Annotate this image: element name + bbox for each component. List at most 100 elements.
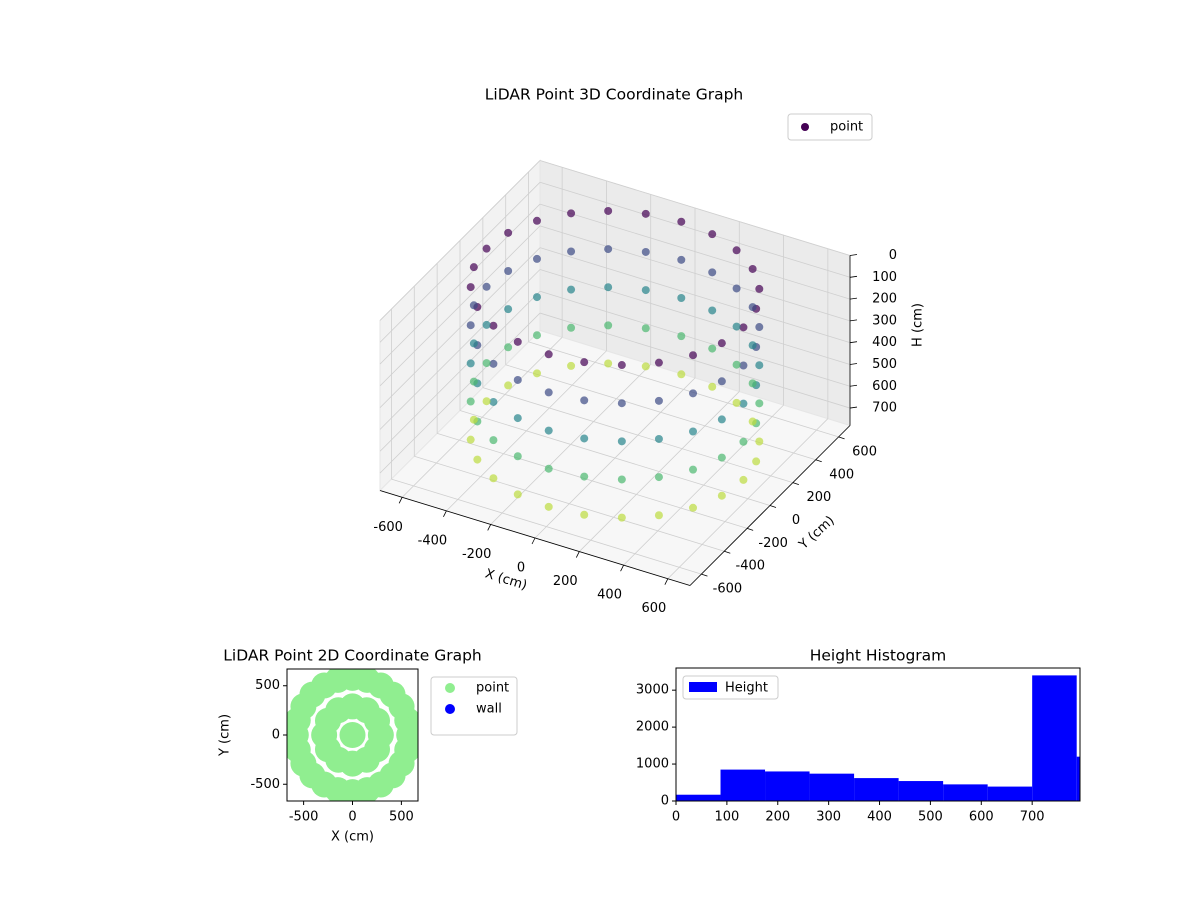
point <box>544 502 553 511</box>
tick-mark <box>531 537 536 545</box>
point <box>617 475 626 484</box>
point <box>604 321 613 330</box>
point <box>617 513 626 522</box>
x-tick-label: -200 <box>462 547 492 562</box>
z-tick-label: 300 <box>872 313 897 328</box>
grid-line <box>539 269 851 365</box>
point <box>482 282 491 291</box>
point <box>604 206 613 215</box>
grid-line <box>539 181 851 278</box>
bar <box>720 769 766 801</box>
point <box>708 344 717 353</box>
z-tick-label: 600 <box>872 379 897 394</box>
grid-line <box>379 269 541 430</box>
point <box>394 736 418 763</box>
y-tick-label: 0 <box>792 513 800 528</box>
bar <box>987 786 1033 801</box>
point <box>654 396 663 405</box>
legend-label: point <box>830 120 863 135</box>
point <box>489 321 498 330</box>
point <box>604 245 613 254</box>
point <box>677 332 686 341</box>
grid-line <box>539 290 851 387</box>
y-tick-label: -500 <box>250 777 280 792</box>
point <box>469 301 478 310</box>
point <box>755 399 764 408</box>
point <box>708 268 717 277</box>
tick-mark <box>849 384 858 387</box>
legend-box <box>787 113 873 141</box>
grid-line <box>539 203 851 300</box>
tick-mark <box>443 510 447 518</box>
point <box>755 361 764 370</box>
point <box>689 465 698 474</box>
point <box>739 361 748 370</box>
tick-mark <box>815 459 822 463</box>
legend-box <box>682 675 779 700</box>
point <box>466 283 475 292</box>
point <box>580 358 589 367</box>
point <box>504 266 513 275</box>
point <box>717 339 726 348</box>
point <box>513 337 522 346</box>
grid-line <box>505 364 816 461</box>
point <box>641 286 650 295</box>
grid-line <box>379 312 541 474</box>
tick-mark <box>769 505 777 508</box>
tick-mark <box>838 436 845 440</box>
x-tick-label: -600 <box>373 520 403 535</box>
point <box>617 361 626 370</box>
point <box>504 343 513 352</box>
point <box>717 453 726 462</box>
z-tick-label: 700 <box>872 401 897 416</box>
grid-line <box>379 225 541 387</box>
grid-line <box>379 203 541 365</box>
tick-mark <box>398 497 403 504</box>
y-tick-label: -200 <box>758 536 788 551</box>
point <box>755 284 764 293</box>
point <box>654 434 663 443</box>
histogram-bars <box>676 675 1080 801</box>
point <box>482 397 491 406</box>
y-tick-label: -400 <box>736 559 766 574</box>
point <box>748 379 757 388</box>
point <box>732 398 741 407</box>
point <box>748 303 757 312</box>
tick-mark <box>701 573 708 577</box>
point <box>513 414 522 423</box>
x-tick-label: 700 <box>1020 810 1045 825</box>
z-axis-label: H (cm) <box>911 303 926 347</box>
x-tick-label: 600 <box>969 810 994 825</box>
point <box>567 247 576 256</box>
grid-line <box>379 182 541 343</box>
y-tick-label: 200 <box>806 490 831 505</box>
grid-line <box>414 455 725 552</box>
point <box>580 510 589 519</box>
legend-marker <box>689 682 717 692</box>
bar <box>1032 675 1077 801</box>
point <box>752 457 761 466</box>
x-tick-label: 400 <box>597 588 622 603</box>
grid-line <box>379 247 541 408</box>
point <box>364 736 391 763</box>
tick-mark <box>849 363 858 365</box>
tick-mark <box>747 527 754 531</box>
y-axis-line <box>689 425 851 586</box>
point <box>617 437 626 446</box>
x-tick-label: -400 <box>418 533 448 548</box>
point <box>567 323 576 332</box>
point <box>755 437 764 446</box>
tick-mark <box>792 482 799 486</box>
point <box>469 377 478 386</box>
z-tick-label: 0 <box>889 248 897 263</box>
x-axis-line <box>379 490 691 586</box>
y-tick-label: 600 <box>852 444 877 459</box>
point <box>469 339 478 348</box>
tick-mark <box>724 550 731 554</box>
bar <box>943 784 988 801</box>
y-axis-label: Y (cm) <box>218 714 233 757</box>
point <box>748 341 757 350</box>
point <box>513 490 522 499</box>
point <box>717 415 726 424</box>
